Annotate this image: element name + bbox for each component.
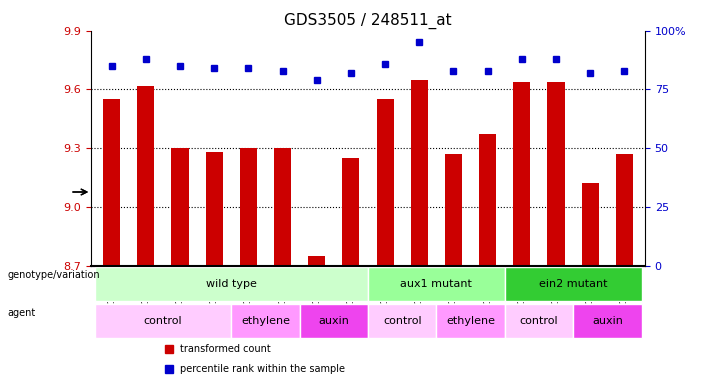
Text: agent: agent — [7, 308, 35, 318]
Text: control: control — [144, 316, 182, 326]
Bar — [274, 148, 291, 266]
Bar — [411, 79, 428, 266]
FancyBboxPatch shape — [95, 267, 368, 301]
Bar — [376, 99, 394, 266]
Text: percentile rank within the sample: percentile rank within the sample — [179, 364, 345, 374]
FancyBboxPatch shape — [95, 305, 231, 338]
FancyBboxPatch shape — [573, 305, 641, 338]
Bar — [205, 152, 223, 266]
Bar — [103, 99, 120, 266]
Text: control: control — [519, 316, 558, 326]
FancyBboxPatch shape — [505, 305, 573, 338]
Bar — [479, 134, 496, 266]
Title: GDS3505 / 248511_at: GDS3505 / 248511_at — [284, 13, 452, 29]
Bar — [240, 148, 257, 266]
Text: aux1 mutant: aux1 mutant — [400, 279, 472, 289]
Text: genotype/variation: genotype/variation — [7, 270, 100, 280]
FancyBboxPatch shape — [437, 305, 505, 338]
Bar — [137, 86, 154, 266]
Text: auxin: auxin — [592, 316, 622, 326]
Bar — [616, 154, 633, 266]
Bar — [172, 148, 189, 266]
Bar — [342, 158, 360, 266]
FancyBboxPatch shape — [368, 267, 505, 301]
Bar — [445, 154, 462, 266]
Text: wild type: wild type — [206, 279, 257, 289]
Text: ethylene: ethylene — [241, 316, 290, 326]
FancyBboxPatch shape — [505, 267, 641, 301]
Text: auxin: auxin — [318, 316, 349, 326]
FancyBboxPatch shape — [231, 305, 299, 338]
Bar — [547, 82, 564, 266]
Bar — [308, 256, 325, 266]
Text: ethylene: ethylene — [446, 316, 495, 326]
Bar — [582, 184, 599, 266]
Text: ein2 mutant: ein2 mutant — [539, 279, 607, 289]
FancyBboxPatch shape — [368, 305, 437, 338]
Bar — [513, 82, 531, 266]
Text: transformed count: transformed count — [179, 344, 271, 354]
FancyBboxPatch shape — [299, 305, 368, 338]
Text: control: control — [383, 316, 421, 326]
